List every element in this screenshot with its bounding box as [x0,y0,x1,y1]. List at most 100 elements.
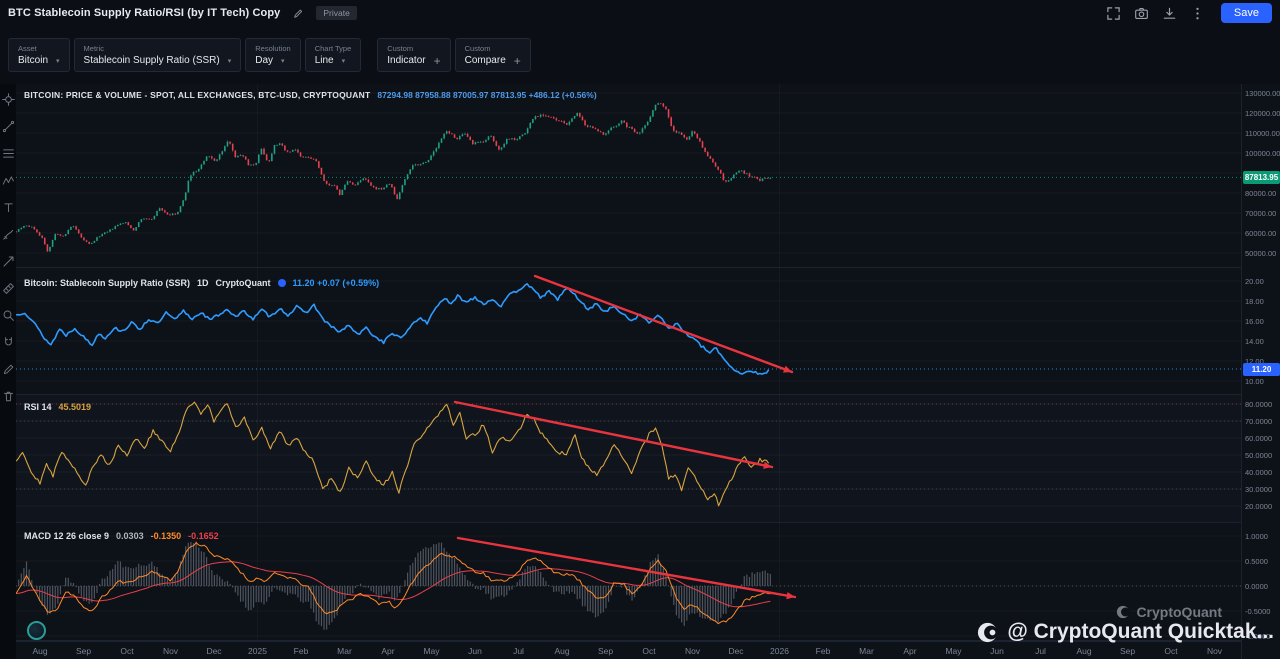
brush-icon[interactable] [1,227,15,241]
custom-indicator-button[interactable]: Custom Indicator + [377,38,451,72]
measure-icon[interactable] [1,281,15,295]
axis-tick-label: 50.0000 [1245,451,1273,460]
axis-tick-label: 40.0000 [1245,468,1273,477]
macd-line-value: -0.1350 [150,531,182,541]
axis-tick-label: 0.0000 [1245,582,1268,591]
chevron-down-icon: ▾ [281,57,285,65]
axis-tick-label: 10.00 [1245,377,1264,386]
rsi-legend[interactable]: RSI 14 45.5019 [24,402,91,412]
time-scale[interactable]: Aug Sep Oct Nov Dec 2025 Feb Mar Apr May Jun Jul Aug… [16,641,1241,659]
rsi-pane[interactable] [16,395,1241,523]
axis-tick-label: 110000.00 [1245,129,1280,138]
asset-dropdown-value: Bitcoin [18,55,49,66]
price-scale[interactable]: 130000.00120000.00110000.00100000.009000… [1241,84,1280,659]
axis-tick-label: -0.5000 [1245,607,1271,616]
chart-area[interactable]: BITCOIN: PRICE & VOLUME - SPOT, ALL EXCH… [16,84,1280,659]
crosshair-icon[interactable] [1,92,15,106]
axis-tick-label: 60000.00 [1245,229,1277,238]
macd-legend[interactable]: MACD 12 26 close 9 0.0303 -0.1350 -0.165… [24,531,219,541]
edit-title-icon[interactable] [287,2,309,24]
save-button[interactable]: Save [1220,3,1272,23]
macd-signal-value: -0.1652 [188,531,219,541]
macd-pane[interactable] [16,523,1241,641]
axis-tick-label: 130000.00 [1245,89,1280,98]
asset-dropdown-label: Asset [18,44,37,53]
plus-icon: + [433,53,441,68]
trend-line-icon[interactable] [1,119,15,133]
price-legend[interactable]: BITCOIN: PRICE & VOLUME - SPOT, ALL EXCH… [24,90,597,100]
metric-dropdown[interactable]: Metric Stablecoin Supply Ratio (SSR) ▾ [73,38,242,72]
axis-tick-label: 14.00 [1245,337,1264,346]
time-axis-label: Jun [468,646,482,656]
price-ohlc-values: 87294.98 87958.88 87005.97 87813.95 +486… [377,90,597,100]
fullscreen-icon[interactable] [1103,2,1125,24]
axis-tick-label: 1.0000 [1245,532,1268,541]
chart-type-dropdown[interactable]: Chart Type Line ▾ [304,38,362,72]
ssr-legend[interactable]: Bitcoin: Stablecoin Supply Ratio (SSR) 1… [24,278,379,288]
custom-indicator-label: Custom [387,44,414,53]
time-axis-label: Jul [1035,646,1046,656]
forecast-icon[interactable] [1,254,15,268]
time-axis-label: Feb [293,646,309,656]
topbar: BTC Stablecoin Supply Ratio/RSI (by IT T… [0,0,1280,26]
last-price-badge: 87813.95 [1243,171,1280,185]
drawing-toolbar [0,84,16,659]
time-axis-label: Mar [337,646,352,656]
time-axis-label: Jul [513,646,524,656]
chart-type-dropdown-value: Line [314,55,334,66]
axis-tick-label: 80.0000 [1245,400,1273,409]
time-axis-label: Apr [381,646,395,656]
custom-compare-button[interactable]: Custom Compare + [454,38,531,72]
resolution-dropdown[interactable]: Resolution Day ▾ [245,38,301,72]
ssr-source: CryptoQuant [215,278,271,288]
info-icon[interactable] [277,279,286,287]
price-chart-canvas[interactable] [16,84,1241,268]
ssr-value: 11.20 +0.07 (+0.59%) [292,278,380,288]
macd-chart-canvas[interactable] [16,523,1241,641]
time-axis-label: Oct [1164,646,1178,656]
toolbar: Asset Bitcoin ▾ Metric Stablecoin Supply … [0,26,1280,84]
time-axis-label: Aug [32,646,48,656]
fib-retracement-icon[interactable] [1,146,15,160]
magnet-icon[interactable] [1,335,15,349]
price-legend-title: BITCOIN: PRICE & VOLUME - SPOT, ALL EXCH… [24,90,371,100]
metric-dropdown-label: Metric [83,44,104,53]
time-axis-label: May [423,646,440,656]
time-axis-label: Aug [1076,646,1092,656]
axis-tick-label: 100000.00 [1245,149,1280,158]
rsi-legend-title: RSI 14 [24,402,52,412]
axis-tick-label: 12.00 [1245,357,1264,366]
snapshot-camera-icon[interactable] [1131,2,1153,24]
time-axis-label: Sep [75,646,92,656]
axis-tick-label: 70000.00 [1245,209,1277,218]
time-axis-label: 2025 [248,646,267,656]
rsi-chart-canvas[interactable] [16,395,1241,523]
axis-tick-label: 80000.00 [1245,189,1277,198]
chevron-down-icon: ▾ [56,57,60,65]
trash-icon[interactable] [1,389,15,403]
edit-icon[interactable] [1,362,15,376]
kebab-menu-icon[interactable] [1187,2,1209,24]
time-axis-label: Aug [554,646,570,656]
time-axis-label: Nov [684,646,701,656]
time-axis-label: Sep [597,646,614,656]
time-axis-label: Oct [120,646,134,656]
zoom-icon[interactable] [1,308,15,322]
axis-tick-label: 18.00 [1245,297,1264,306]
plus-icon: + [513,53,521,68]
time-axis-label: Dec [206,646,222,656]
chart-title: BTC Stablecoin Supply Ratio/RSI (by IT T… [8,7,281,19]
asset-dropdown[interactable]: Asset Bitcoin ▾ [8,38,70,72]
ssr-pane[interactable] [16,268,1241,395]
price-pane[interactable] [16,84,1241,268]
download-icon[interactable] [1159,2,1181,24]
pattern-icon[interactable] [1,173,15,187]
resolution-dropdown-label: Resolution [255,44,291,53]
private-badge: Private [316,6,357,20]
asset-logo-badge [27,621,46,640]
custom-indicator-value: Indicator [387,55,426,66]
ssr-chart-canvas[interactable] [16,268,1241,395]
text-icon[interactable] [1,200,15,214]
time-axis-label: Oct [642,646,656,656]
